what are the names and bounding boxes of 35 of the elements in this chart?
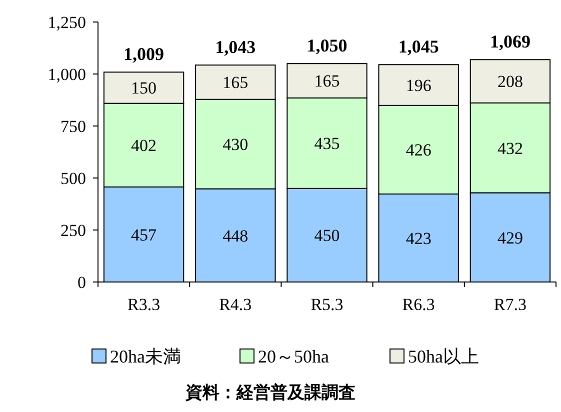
data-label: 430 (222, 135, 248, 154)
data-label: 208 (497, 72, 523, 92)
data-label: 435 (314, 134, 340, 154)
legend-label: 50ha以上 (408, 346, 479, 366)
data-label: 402 (131, 136, 157, 156)
legend-label: 20～50ha (258, 346, 329, 366)
x-tick-label: R7.3 (494, 295, 526, 314)
y-tick-label: 500 (60, 168, 86, 188)
data-label: 432 (497, 138, 523, 158)
total-label: 1,069 (490, 32, 530, 52)
x-tick-label: R4.3 (219, 295, 252, 314)
data-label: 165 (314, 72, 340, 91)
data-label: 457 (131, 225, 158, 244)
data-label: 150 (131, 78, 157, 98)
data-label: 165 (222, 73, 248, 92)
data-label: 196 (406, 76, 432, 95)
text: 資料：経営普及課調査 (184, 382, 356, 403)
legend-label: 20ha未満 (110, 346, 181, 366)
x-tick-label: R6.3 (402, 295, 435, 314)
y-tick-label: 0 (78, 272, 86, 292)
x-tick-label: R3.3 (128, 295, 160, 314)
y-tick-label: 1,000 (48, 64, 86, 84)
y-tick-label: 1,250 (48, 12, 86, 32)
total-label: 1,050 (306, 36, 348, 56)
total-label: 1,043 (215, 37, 256, 58)
data-label: 450 (314, 226, 340, 246)
data-label: 448 (222, 226, 248, 246)
y-tick-label: 250 (60, 220, 86, 240)
data-label: 426 (406, 140, 432, 160)
total-label: 1,009 (124, 44, 164, 64)
total-label: 1,045 (398, 36, 439, 57)
x-tick-label: R5.3 (310, 295, 344, 314)
data-label: 423 (406, 228, 432, 248)
y-tick-label: 750 (60, 116, 86, 136)
data-label: 429 (497, 228, 523, 248)
